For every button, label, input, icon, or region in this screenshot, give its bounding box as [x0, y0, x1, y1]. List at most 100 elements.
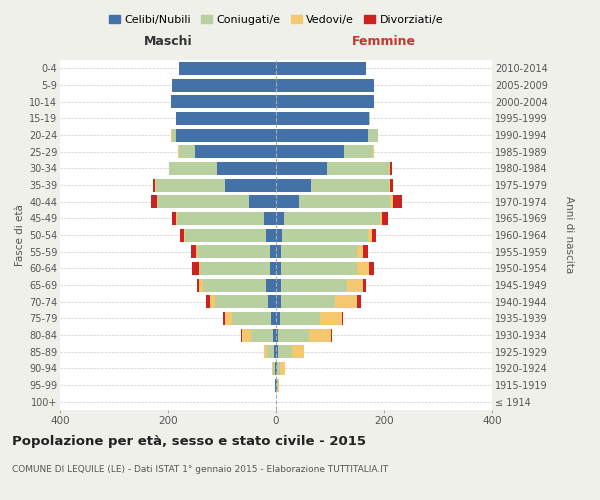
- Bar: [364, 245, 368, 258]
- Bar: [280, 362, 284, 375]
- Bar: [368, 228, 372, 241]
- Bar: [199, 262, 200, 275]
- Bar: [389, 178, 391, 192]
- Bar: [209, 295, 215, 308]
- Bar: [274, 345, 276, 358]
- Bar: [299, 195, 391, 208]
- Bar: [172, 212, 176, 225]
- Bar: [200, 262, 269, 275]
- Bar: [225, 178, 276, 192]
- Bar: [276, 262, 281, 275]
- Bar: [266, 278, 276, 291]
- Bar: [181, 228, 184, 241]
- Bar: [281, 278, 347, 291]
- Bar: [276, 312, 280, 325]
- Bar: [342, 312, 343, 325]
- Bar: [347, 278, 364, 291]
- Bar: [276, 128, 368, 141]
- Bar: [311, 178, 389, 192]
- Bar: [203, 278, 266, 291]
- Text: Femmine: Femmine: [352, 35, 416, 48]
- Bar: [172, 78, 276, 92]
- Y-axis label: Fasce di età: Fasce di età: [14, 204, 25, 266]
- Text: COMUNE DI LEQUILE (LE) - Dati ISTAT 1° gennaio 2015 - Elaborazione TUTTITALIA.IT: COMUNE DI LEQUILE (LE) - Dati ISTAT 1° g…: [12, 466, 388, 474]
- Bar: [191, 245, 196, 258]
- Bar: [264, 212, 276, 225]
- Bar: [278, 345, 292, 358]
- Bar: [276, 212, 284, 225]
- Bar: [292, 345, 304, 358]
- Bar: [391, 178, 392, 192]
- Bar: [357, 245, 364, 258]
- Bar: [251, 328, 274, 342]
- Bar: [357, 262, 369, 275]
- Bar: [223, 312, 225, 325]
- Bar: [276, 145, 343, 158]
- Bar: [343, 145, 373, 158]
- Bar: [284, 212, 380, 225]
- Bar: [196, 245, 198, 258]
- Bar: [364, 278, 365, 291]
- Bar: [391, 195, 392, 208]
- Bar: [276, 78, 374, 92]
- Bar: [198, 245, 269, 258]
- Bar: [335, 295, 357, 308]
- Bar: [272, 362, 274, 375]
- Bar: [197, 278, 199, 291]
- Bar: [276, 345, 278, 358]
- Bar: [310, 328, 331, 342]
- Bar: [176, 212, 264, 225]
- Bar: [276, 62, 366, 75]
- Bar: [328, 162, 389, 175]
- Bar: [157, 195, 249, 208]
- Bar: [192, 262, 199, 275]
- Bar: [276, 195, 299, 208]
- Y-axis label: Anni di nascita: Anni di nascita: [565, 196, 574, 274]
- Bar: [249, 195, 276, 208]
- Bar: [271, 312, 276, 325]
- Legend: Celibi/Nubili, Coniugati/e, Vedovi/e, Divorziati/e: Celibi/Nubili, Coniugati/e, Vedovi/e, Di…: [104, 10, 448, 29]
- Bar: [199, 278, 203, 291]
- Bar: [268, 345, 274, 358]
- Bar: [276, 228, 283, 241]
- Bar: [274, 362, 275, 375]
- Bar: [275, 362, 276, 375]
- Bar: [225, 312, 232, 325]
- Bar: [276, 95, 374, 108]
- Bar: [276, 112, 369, 125]
- Bar: [153, 178, 155, 192]
- Bar: [269, 245, 276, 258]
- Bar: [380, 212, 382, 225]
- Bar: [266, 228, 276, 241]
- Bar: [215, 295, 268, 308]
- Bar: [179, 145, 195, 158]
- Text: Popolazione per età, sesso e stato civile - 2015: Popolazione per età, sesso e stato civil…: [12, 435, 366, 448]
- Bar: [274, 328, 276, 342]
- Bar: [281, 262, 357, 275]
- Bar: [171, 95, 276, 108]
- Bar: [185, 228, 266, 241]
- Bar: [232, 312, 271, 325]
- Bar: [331, 328, 332, 342]
- Bar: [276, 245, 281, 258]
- Bar: [280, 312, 320, 325]
- Bar: [276, 362, 277, 375]
- Bar: [281, 295, 335, 308]
- Bar: [155, 178, 225, 192]
- Bar: [276, 278, 281, 291]
- Bar: [176, 128, 276, 141]
- Bar: [169, 162, 217, 175]
- Bar: [276, 328, 278, 342]
- Bar: [357, 295, 361, 308]
- Bar: [278, 328, 310, 342]
- Bar: [217, 162, 276, 175]
- Bar: [276, 295, 281, 308]
- Bar: [277, 378, 278, 392]
- Bar: [392, 195, 403, 208]
- Bar: [195, 145, 276, 158]
- Bar: [172, 128, 176, 141]
- Bar: [382, 212, 388, 225]
- Bar: [368, 128, 377, 141]
- Bar: [276, 162, 328, 175]
- Bar: [391, 162, 392, 175]
